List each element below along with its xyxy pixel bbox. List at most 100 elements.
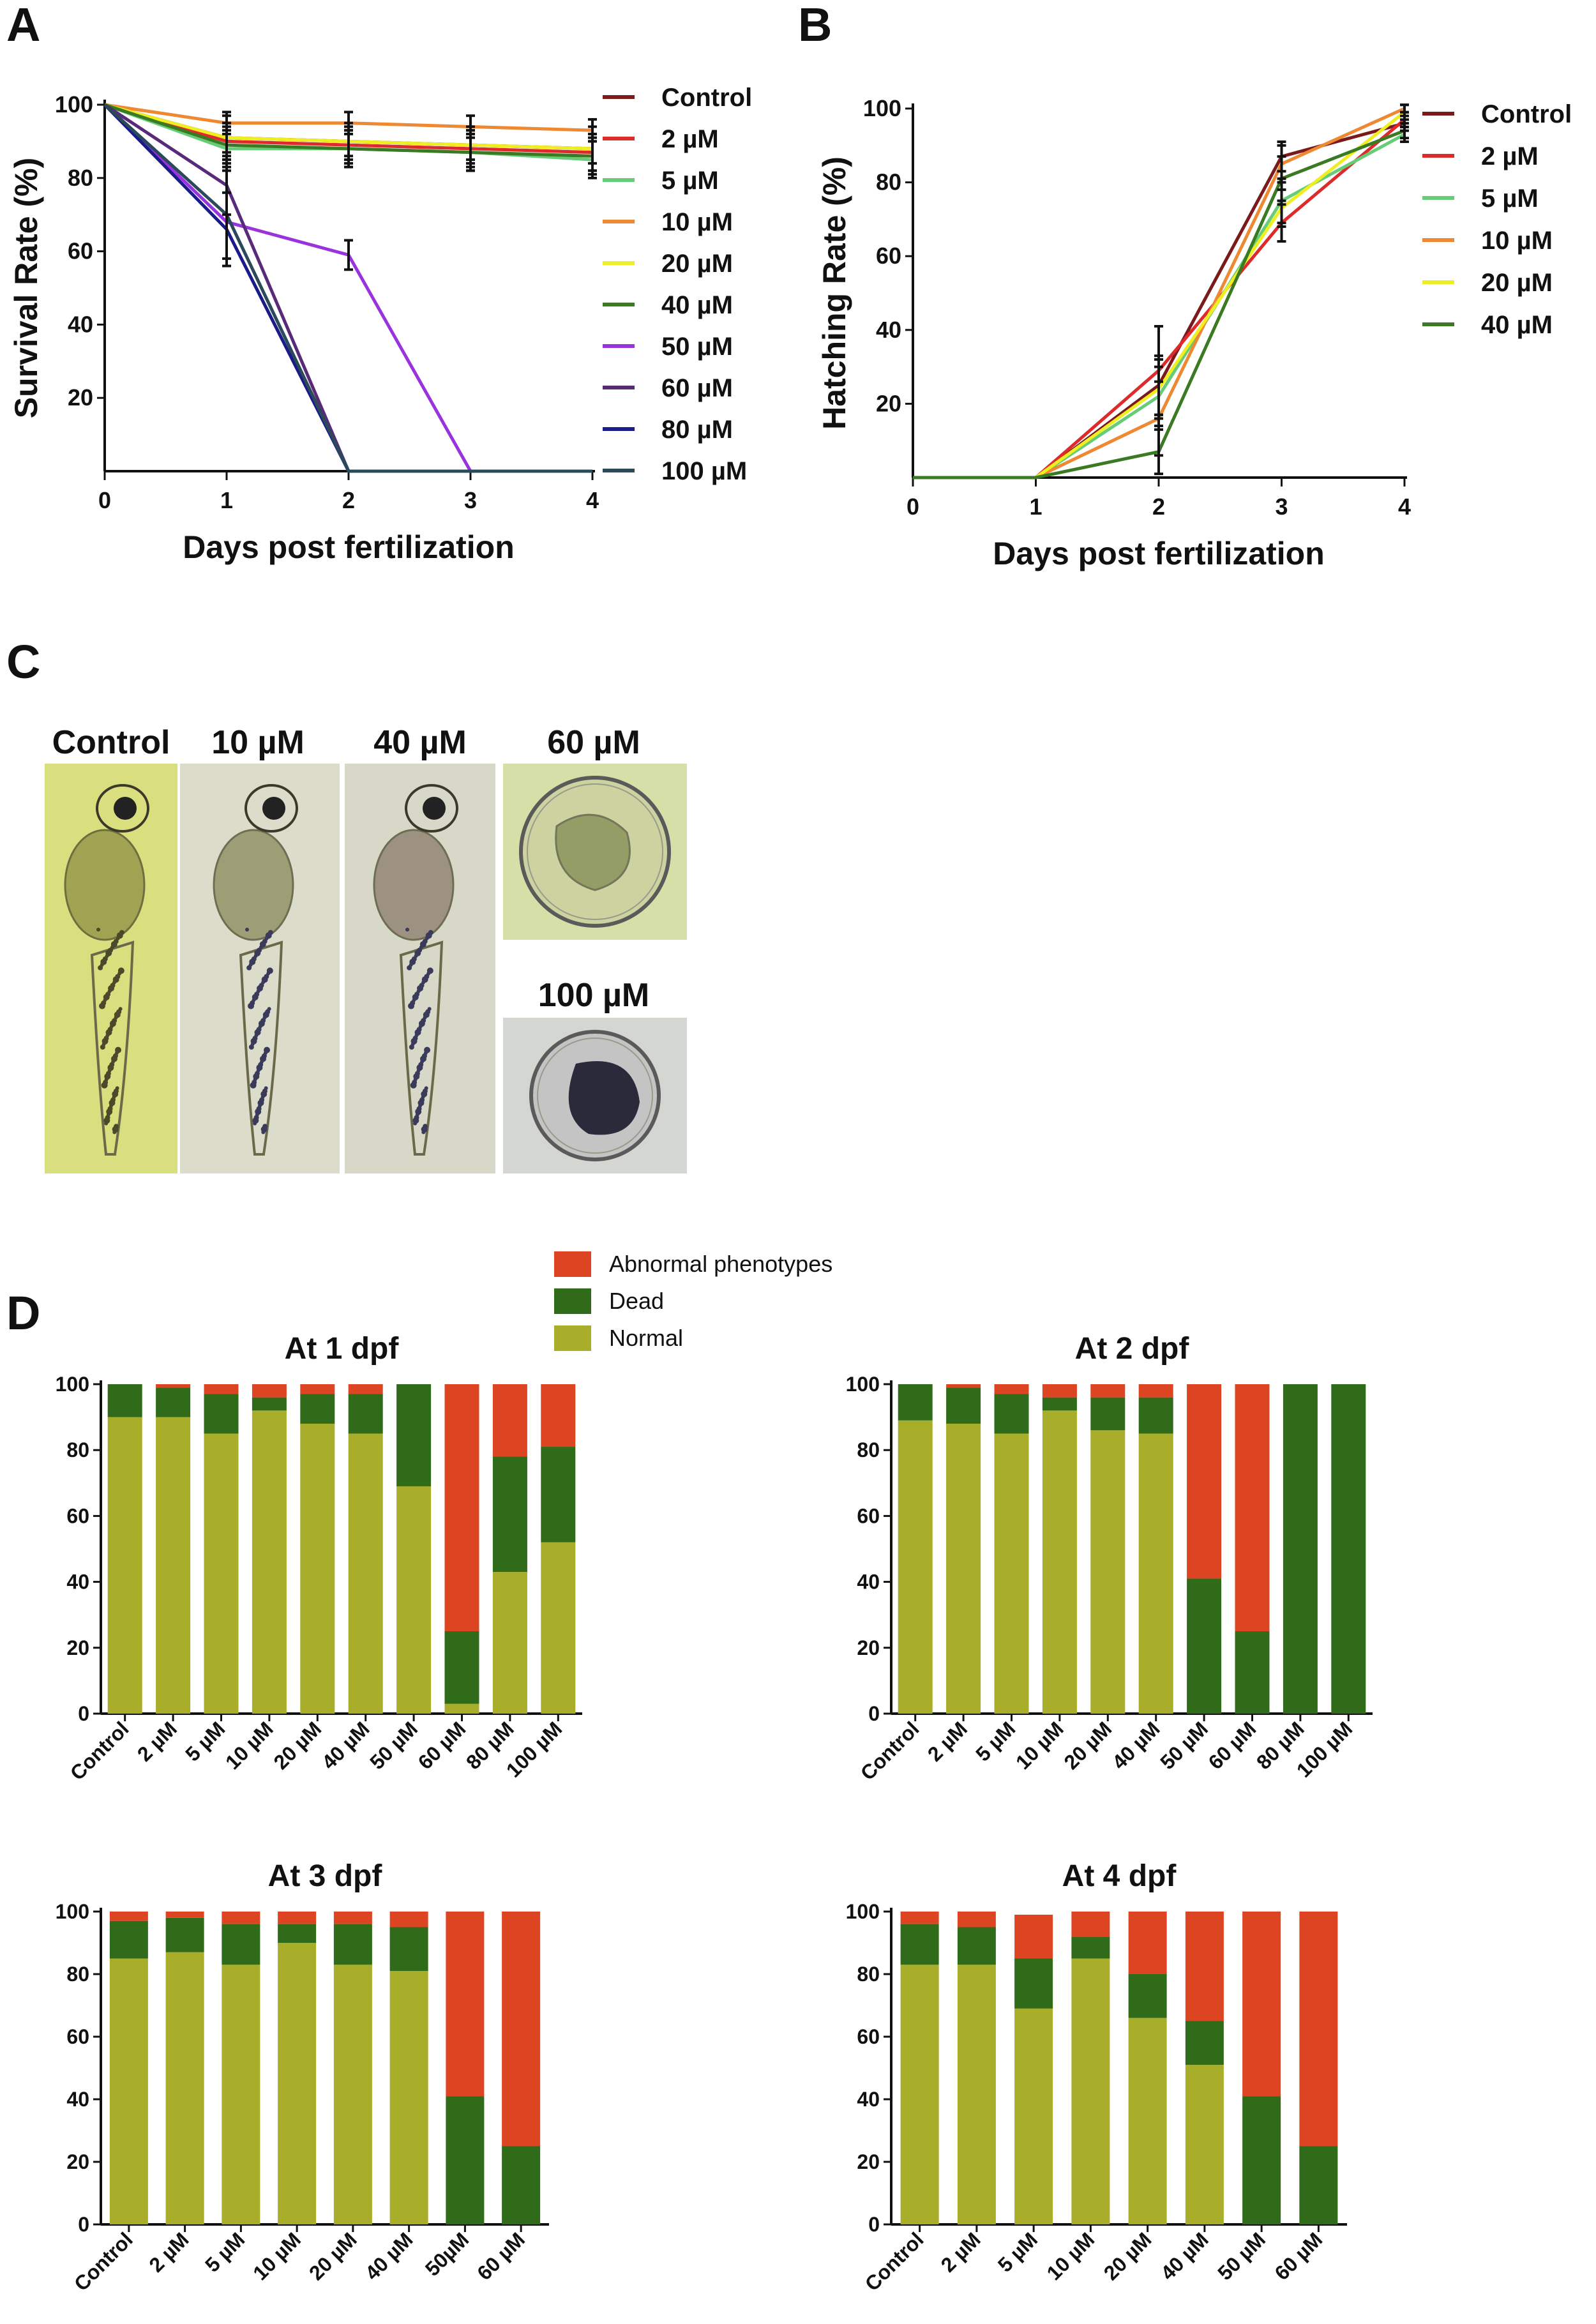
bar-normal-10-um (252, 1410, 287, 1714)
bar-dead-10-um (1042, 1397, 1077, 1411)
y-tick-label: 100 (55, 91, 93, 117)
egg-embryo (555, 813, 631, 891)
bar-abnormal-phenotypes-20-um (1128, 1912, 1167, 1974)
x-axis-label: Days post fertilization (993, 536, 1325, 571)
bar-abnormal-phenotypes-5-um (1014, 1914, 1053, 1959)
bar-normal-20-um (1128, 2018, 1167, 2224)
bar-abnormal-phenotypes-60-um (444, 1384, 479, 1631)
photo-label-40-um: 40 µM (373, 724, 467, 761)
y-tick-label: 0 (868, 2213, 880, 2236)
bar-normal-100-um (541, 1542, 576, 1714)
bar-dead-20-um (333, 1924, 372, 1965)
x-tick-label-40-um: 40 µM (317, 1717, 374, 1774)
x-tick-label-10-um: 10 µM (221, 1717, 278, 1774)
bar-normal-20-um (300, 1423, 335, 1714)
bar-abnormal-phenotypes-40-um (389, 1912, 428, 1928)
pigment-dot (112, 1130, 117, 1135)
bar-dead-control (898, 1384, 933, 1421)
bar-dead-2-um (156, 1387, 191, 1417)
y-tick-label: 60 (857, 1504, 880, 1527)
legend-label-control: Control (1481, 100, 1572, 128)
x-tick-label: 0 (98, 487, 111, 513)
y-tick-label: 80 (857, 1438, 880, 1461)
legend-swatch-normal (554, 1325, 591, 1351)
photo-label-10-um: 10 µM (211, 724, 305, 761)
bar-abnormal-phenotypes-20-um (1090, 1384, 1125, 1398)
bar-normal-5-um (222, 1965, 260, 2224)
pigment-dot (253, 1121, 257, 1126)
x-tick-label: 3 (1275, 494, 1288, 520)
y-tick-label: 40 (66, 1571, 89, 1594)
larva-head (245, 784, 298, 833)
pigment-dot (413, 1121, 418, 1126)
x-tick-label-5-um: 5 µM (200, 2228, 249, 2276)
bar-abnormal-phenotypes-100-um (541, 1384, 576, 1447)
bar-abnormal-phenotypes-2-um (165, 1912, 204, 1918)
x-tick-label-60-um: 60 µM (414, 1717, 471, 1774)
legend-label-40-um: 40 µM (1481, 311, 1553, 339)
y-tick-label: 100 (846, 1900, 880, 1923)
bar-normal-40-um (1185, 2065, 1224, 2224)
x-axis-label: Days post fertilization (183, 529, 515, 565)
bar-abnormal-phenotypes-20-um (300, 1384, 335, 1394)
bar-abnormal-phenotypes-20-um (333, 1912, 372, 1924)
y-tick-label: 20 (68, 384, 93, 411)
bar-dead-2-um (165, 1917, 204, 1952)
bar-abnormal-phenotypes-40-um (348, 1384, 383, 1394)
x-tick-label-50um: 50µM (421, 2228, 474, 2281)
bar-dead-50um (446, 2096, 485, 2224)
bar-normal-control (107, 1417, 142, 1714)
x-tick-label-2-um: 2 µM (144, 2228, 193, 2276)
legend-label-10-um: 10 µM (1481, 227, 1553, 255)
y-tick-label: 80 (857, 1963, 880, 1986)
y-tick-label: 60 (857, 2025, 880, 2048)
chart-title: At 2 dpf (1075, 1332, 1190, 1366)
bar-normal-20-um (333, 1965, 372, 2224)
egg-inner-ring (527, 783, 663, 920)
y-tick-label: 20 (857, 1636, 880, 1659)
panel-letter-b: B (798, 0, 832, 51)
bar-dead-10-um (278, 1924, 317, 1943)
legend-label-2-um: 2 µM (661, 125, 719, 153)
bar-dead-20-um (300, 1394, 335, 1424)
x-tick-label-10-um: 10 µM (248, 2228, 305, 2284)
x-tick-label: 4 (1398, 494, 1411, 520)
bar-normal-2-um (165, 1952, 204, 2224)
larva-head (96, 784, 149, 833)
legend-label-20-um: 20 µM (1481, 269, 1553, 297)
y-tick-label: 60 (68, 238, 93, 264)
x-tick-label-10-um: 10 µM (1011, 1717, 1068, 1774)
pigment-dot (246, 965, 252, 970)
y-tick-label: 40 (857, 1571, 880, 1594)
bar-normal-10-um (1042, 1410, 1077, 1714)
x-tick-label-control: Control (70, 2228, 137, 2295)
bar-dead-5-um (222, 1924, 260, 1965)
photo-label-60-um: 60 µM (547, 724, 640, 761)
x-tick-label-5-um: 5 µM (993, 2228, 1042, 2276)
bar-normal-40-um (1138, 1433, 1173, 1714)
x-tick-label: 1 (220, 487, 233, 513)
x-tick-label-60-um: 60 µM (472, 2228, 529, 2284)
bar-dead-40-um (1185, 2021, 1224, 2065)
pigment-dot (96, 928, 100, 932)
panel-d-4dpf-chart: 0 20 40 60 80 100 At 4 dpf Control 2 µM 5 µM 10 µM… (846, 1859, 1347, 2295)
y-tick-label: 60 (66, 2025, 89, 2048)
x-tick-label-20-um: 20 µM (305, 2228, 361, 2284)
x-tick-label: 2 (342, 487, 355, 513)
bar-normal-40-um (389, 1971, 428, 2224)
bar-dead-2-um (957, 1927, 996, 1965)
bar-dead-40-um (389, 1927, 428, 1972)
y-tick-label: 20 (857, 2150, 880, 2173)
bar-normal-2-um (946, 1423, 981, 1714)
bar-abnormal-phenotypes-10-um (1071, 1912, 1110, 1937)
pigment-dot (405, 928, 409, 932)
y-tick-label: 100 (56, 1373, 89, 1396)
legend-label-10-um: 10 µM (661, 208, 733, 236)
pigment-dot (104, 1121, 109, 1126)
y-tick-label: 0 (78, 1702, 89, 1725)
bar-abnormal-phenotypes-80-um (492, 1384, 527, 1457)
bar-abnormal-phenotypes-control (109, 1912, 148, 1921)
bar-normal-10-um (278, 1943, 317, 2224)
